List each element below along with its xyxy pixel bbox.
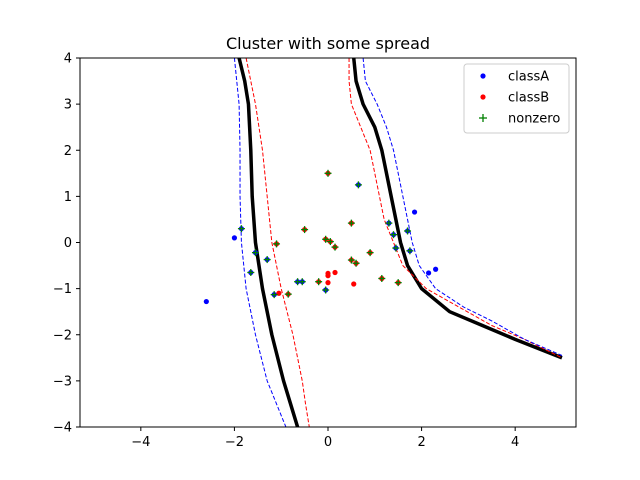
nonzero-point-9 — [301, 226, 309, 234]
legend-marker-nonzero — [479, 114, 487, 122]
nonzero-point-0 — [237, 225, 245, 233]
nonzero-point-26 — [404, 227, 412, 235]
boundary-curve-5 — [362, 58, 563, 356]
chart-title: Cluster with some spread — [226, 34, 430, 53]
legend: classA classB nonzero — [463, 63, 570, 134]
x-tick-label-3: 2 — [417, 435, 425, 450]
legend-label-classA: classA — [508, 70, 549, 85]
y-tick-label-0: −4 — [53, 421, 72, 436]
nonzero-point-20 — [366, 249, 374, 257]
x-axis: −4 −2 0 2 4 — [131, 427, 519, 450]
nonzero-point-4 — [270, 291, 278, 299]
boundary-curve-0 — [237, 58, 300, 427]
y-tick-label-6: 2 — [64, 144, 72, 159]
boundary-curve-3 — [245, 58, 310, 427]
y-tick-label-2: −2 — [53, 328, 72, 343]
classB-point-1 — [325, 273, 331, 279]
legend-marker-classA — [480, 73, 486, 79]
y-tick-label-4: 0 — [64, 236, 72, 251]
nonzero-point-16 — [347, 219, 355, 227]
nonzero-point-11 — [322, 235, 330, 243]
nonzero-point-5 — [273, 240, 281, 248]
nonzero-point-12 — [322, 286, 330, 294]
y-tick-label-1: −3 — [53, 374, 72, 389]
axes-frame — [79, 57, 577, 428]
nonzero-point-22 — [385, 219, 393, 227]
x-tick-label-4: 4 — [511, 435, 519, 450]
nonzero-point-17 — [347, 256, 355, 264]
legend-box — [463, 63, 570, 134]
legend-label-nonzero: nonzero — [508, 112, 560, 127]
classA-point-4 — [433, 266, 439, 272]
classA-point-3 — [426, 270, 432, 276]
classA-point-0 — [203, 298, 209, 305]
legend-label-classB: classB — [508, 91, 549, 106]
nonzero-point-18 — [352, 259, 360, 267]
nonzero-point-13 — [326, 238, 334, 246]
y-tick-label-3: −1 — [53, 282, 72, 297]
boundary-curve-1 — [351, 58, 563, 360]
classA-point-2 — [411, 209, 418, 215]
nonzero-point-1 — [247, 268, 255, 276]
nonzero-point-3 — [263, 256, 271, 264]
x-tick-label-1: −2 — [225, 435, 244, 450]
nonzero-point-8 — [298, 278, 306, 286]
nonzero-point-27 — [406, 247, 414, 255]
nonzero-point-19 — [354, 181, 362, 189]
x-tick-label-2: 0 — [324, 435, 332, 450]
y-tick-label-5: 1 — [64, 190, 72, 205]
nonzero-point-14 — [324, 169, 332, 177]
legend-marker-classB — [480, 94, 486, 100]
nonzero-point-6 — [284, 290, 292, 298]
classB-point-2 — [325, 280, 331, 286]
x-tick-label-0: −4 — [131, 435, 150, 450]
nonzero-point-10 — [315, 278, 323, 286]
classA-point-1 — [231, 235, 238, 241]
classB-point-4 — [351, 281, 357, 287]
y-axis: −4 −3 −2 −1 0 1 2 3 4 — [53, 52, 80, 436]
nonzero-point-25 — [394, 279, 402, 287]
boundary-curve-4 — [348, 58, 563, 359]
nonzero-point-24 — [392, 244, 400, 252]
nonzero-point-23 — [390, 231, 398, 239]
classB-point-3 — [332, 269, 338, 276]
nonzero-point-2 — [251, 249, 259, 257]
y-tick-label-7: 3 — [64, 98, 72, 113]
nonzero-point-21 — [378, 274, 386, 282]
nonzero-point-15 — [331, 243, 339, 251]
boundary-curve-2 — [233, 58, 287, 427]
plot-area — [203, 58, 563, 427]
y-tick-label-8: 4 — [64, 52, 72, 67]
